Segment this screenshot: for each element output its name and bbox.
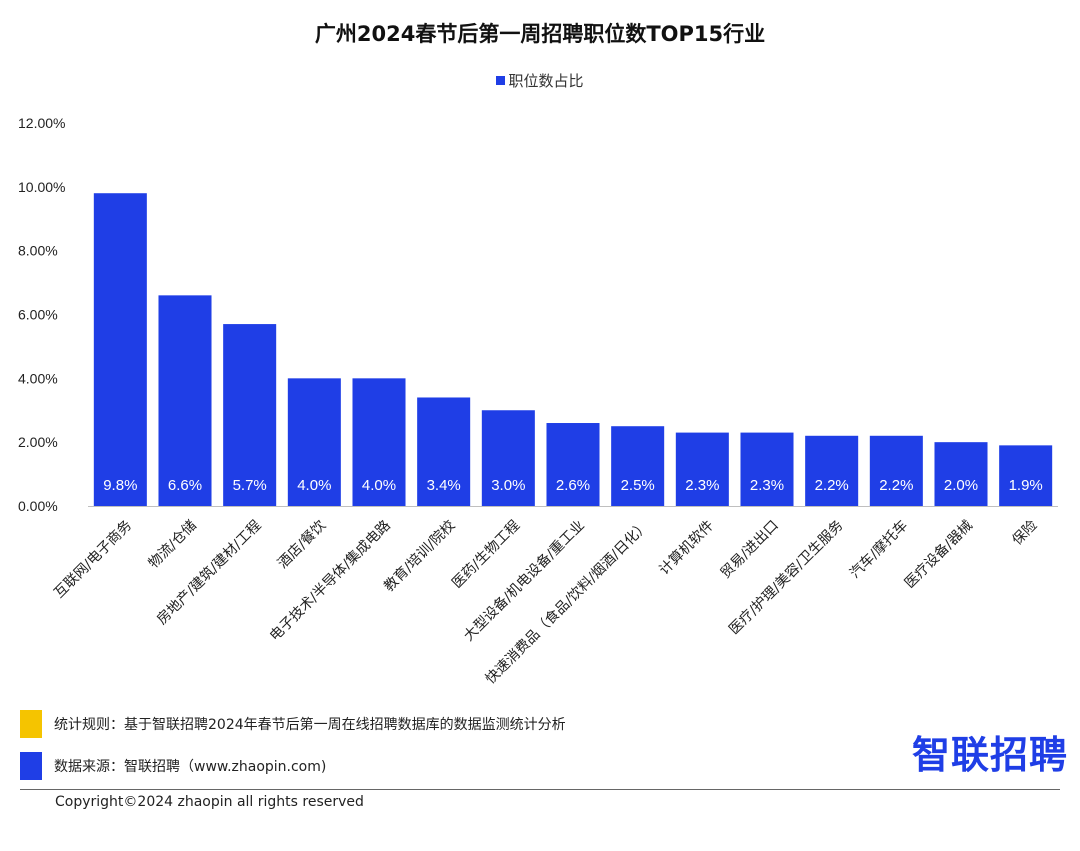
bar-data-label: 3.4% — [427, 477, 461, 494]
bar — [287, 378, 341, 506]
bar — [740, 432, 794, 506]
y-tick-label: 10.00% — [18, 179, 65, 195]
bar-data-label: 1.9% — [1009, 477, 1043, 494]
bar-chart: 0.00% 2.00% 4.00% 6.00% 8.00% 10.00% 12.00% 9.8… — [18, 115, 1058, 687]
x-category-label: 大型设备/机电设备/重工业 — [460, 517, 588, 645]
bar-data-label: 4.0% — [297, 477, 331, 494]
chart-title: 广州2024春节后第一周招聘职位数TOP15行业 — [314, 22, 766, 46]
bar-data-label: 6.6% — [168, 477, 202, 494]
bar-data-label: 2.2% — [815, 477, 849, 494]
bar-data-label: 9.8% — [103, 477, 137, 494]
source-text: 数据来源：智联招聘（www.zhaopin.com) — [54, 759, 327, 775]
y-tick-label: 4.00% — [18, 370, 58, 386]
footer-divider — [20, 789, 1060, 790]
bar-data-label: 2.3% — [685, 477, 719, 494]
x-category-label: 保险 — [1009, 518, 1040, 549]
bar — [934, 442, 988, 506]
x-category-label: 互联网/电子商务 — [51, 518, 135, 602]
bar — [158, 295, 212, 506]
x-category-label: 医药/生物工程 — [449, 518, 523, 592]
chart-legend: 职位数占比 — [0, 70, 1080, 91]
x-category-label: 汽车/摩托车 — [846, 517, 911, 582]
bar — [999, 445, 1053, 506]
bar — [611, 426, 665, 506]
x-category-label: 医疗设备/器械 — [901, 517, 976, 592]
bar-data-label: 2.2% — [879, 477, 913, 494]
y-tick-label: 12.00% — [18, 115, 65, 131]
rule-marker — [20, 710, 42, 738]
x-category-label: 计算机软件 — [656, 518, 717, 579]
x-category-label: 贸易/进出口 — [718, 518, 782, 582]
bar-data-label: 3.0% — [491, 477, 525, 494]
bar — [869, 435, 923, 506]
legend-label: 职位数占比 — [508, 72, 584, 90]
zhaopin-logo: 智联招聘 — [912, 733, 1069, 777]
bar — [805, 435, 859, 506]
x-category-label: 酒店/餐饮 — [275, 518, 329, 572]
x-category-label: 医疗/护理/美容/卫生服务 — [725, 517, 846, 638]
x-category-label: 电子技术/半导体/集成电路 — [266, 517, 394, 645]
bar-data-label: 2.5% — [621, 477, 655, 494]
bar — [93, 193, 147, 506]
bar — [675, 432, 729, 506]
y-tick-label: 8.00% — [18, 243, 58, 259]
source-marker — [20, 752, 42, 780]
bar — [352, 378, 406, 506]
rule-text: 统计规则：基于智联招聘2024年春节后第一周在线招聘数据库的数据监测统计分析 — [54, 717, 566, 733]
bar-data-label: 4.0% — [362, 477, 396, 494]
y-tick-label: 2.00% — [18, 434, 58, 450]
legend-swatch — [496, 76, 506, 85]
bar — [223, 324, 277, 506]
x-category-label: 物流/仓储 — [146, 518, 200, 572]
y-tick-label: 6.00% — [18, 307, 58, 323]
y-tick-label: 0.00% — [18, 498, 58, 514]
copyright-text: Copyright©2024 zhaopin all rights reserv… — [55, 794, 364, 810]
bar-data-label: 2.0% — [944, 477, 978, 494]
bar — [417, 397, 471, 506]
bar-data-label: 2.6% — [556, 477, 590, 494]
bar — [546, 423, 600, 506]
bar-data-label: 5.7% — [233, 477, 267, 494]
bar — [481, 410, 535, 506]
bar-data-label: 2.3% — [750, 477, 784, 494]
